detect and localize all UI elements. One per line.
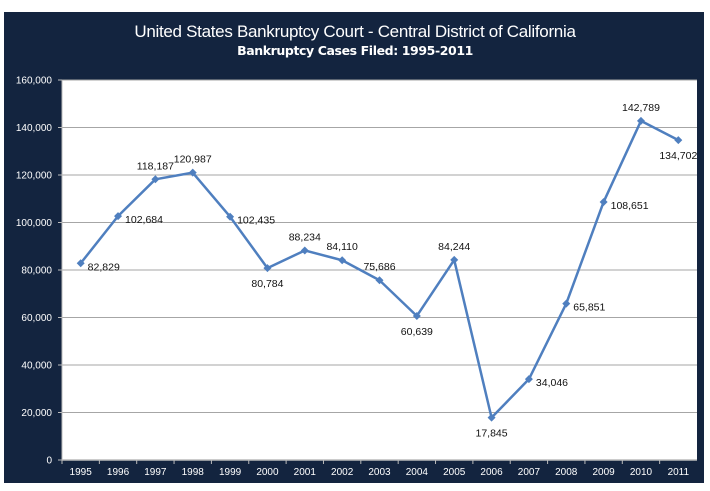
y-tick-label: 0: [46, 456, 52, 467]
chart-title: United States Bankruptcy Court - Central…: [134, 22, 576, 41]
x-tick-label: 1997: [144, 467, 167, 478]
y-tick-label: 20,000: [21, 408, 52, 419]
data-label: 102,684: [125, 214, 163, 226]
data-point-marker: [226, 212, 235, 221]
data-point-marker: [375, 276, 384, 285]
chart-subtitle: Bankruptcy Cases Filed: 1995-2011: [237, 43, 473, 58]
data-label: 120,987: [174, 154, 212, 166]
x-tick-label: 1996: [107, 467, 130, 478]
data-point-marker: [487, 413, 496, 422]
data-label: 88,234: [289, 231, 321, 243]
x-tick-label: 2006: [480, 467, 503, 478]
data-point-marker: [338, 256, 347, 265]
data-point-marker: [151, 175, 160, 184]
y-tick-label: 140,000: [16, 123, 53, 134]
x-tick-label: 2003: [368, 467, 391, 478]
data-label: 102,435: [237, 215, 275, 227]
data-point-marker: [114, 212, 123, 221]
y-tick-label: 40,000: [21, 361, 52, 372]
x-tick-label: 1999: [219, 467, 242, 478]
data-label: 118,187: [137, 160, 174, 172]
data-label: 142,789: [622, 102, 660, 114]
data-point-marker: [76, 259, 85, 268]
x-tick-label: 1998: [182, 467, 205, 478]
data-label: 134,702: [659, 150, 697, 162]
data-label: 17,845: [475, 428, 507, 440]
data-point-marker: [524, 375, 533, 384]
data-point-marker: [450, 255, 459, 264]
data-point-marker: [300, 246, 309, 255]
y-tick-label: 100,000: [16, 218, 53, 229]
data-label: 82,829: [88, 261, 120, 273]
data-point-marker: [263, 264, 272, 273]
x-tick-label: 2004: [406, 467, 429, 478]
data-point-marker: [188, 168, 197, 177]
x-tick-label: 2010: [630, 467, 653, 478]
data-label: 60,639: [401, 326, 433, 338]
x-tick-label: 2002: [331, 467, 354, 478]
x-tick-label: 2005: [443, 467, 466, 478]
data-point-marker: [562, 299, 571, 308]
x-tick-label: 2008: [555, 467, 578, 478]
x-tick-label: 2001: [294, 467, 317, 478]
x-tick-label: 2007: [518, 467, 541, 478]
data-label: 65,851: [573, 302, 605, 314]
y-tick-label: 80,000: [21, 266, 52, 277]
x-tick-label: 1995: [70, 467, 93, 478]
data-label: 75,686: [363, 261, 395, 273]
data-point-marker: [412, 311, 421, 320]
data-point-marker: [636, 116, 645, 125]
data-label: 34,046: [536, 377, 568, 389]
y-tick-label: 120,000: [16, 171, 53, 182]
x-tick-label: 2011: [668, 467, 690, 478]
data-label: 108,651: [611, 200, 649, 212]
data-label: 80,784: [251, 278, 283, 290]
x-tick-label: 2000: [256, 467, 279, 478]
y-tick-label: 160,000: [16, 76, 53, 87]
data-point-marker: [599, 197, 608, 206]
x-tick-label: 2009: [592, 467, 615, 478]
data-label: 84,244: [438, 241, 470, 253]
data-label: 84,110: [326, 241, 357, 253]
y-tick-label: 60,000: [21, 313, 52, 324]
data-point-marker: [674, 136, 683, 145]
